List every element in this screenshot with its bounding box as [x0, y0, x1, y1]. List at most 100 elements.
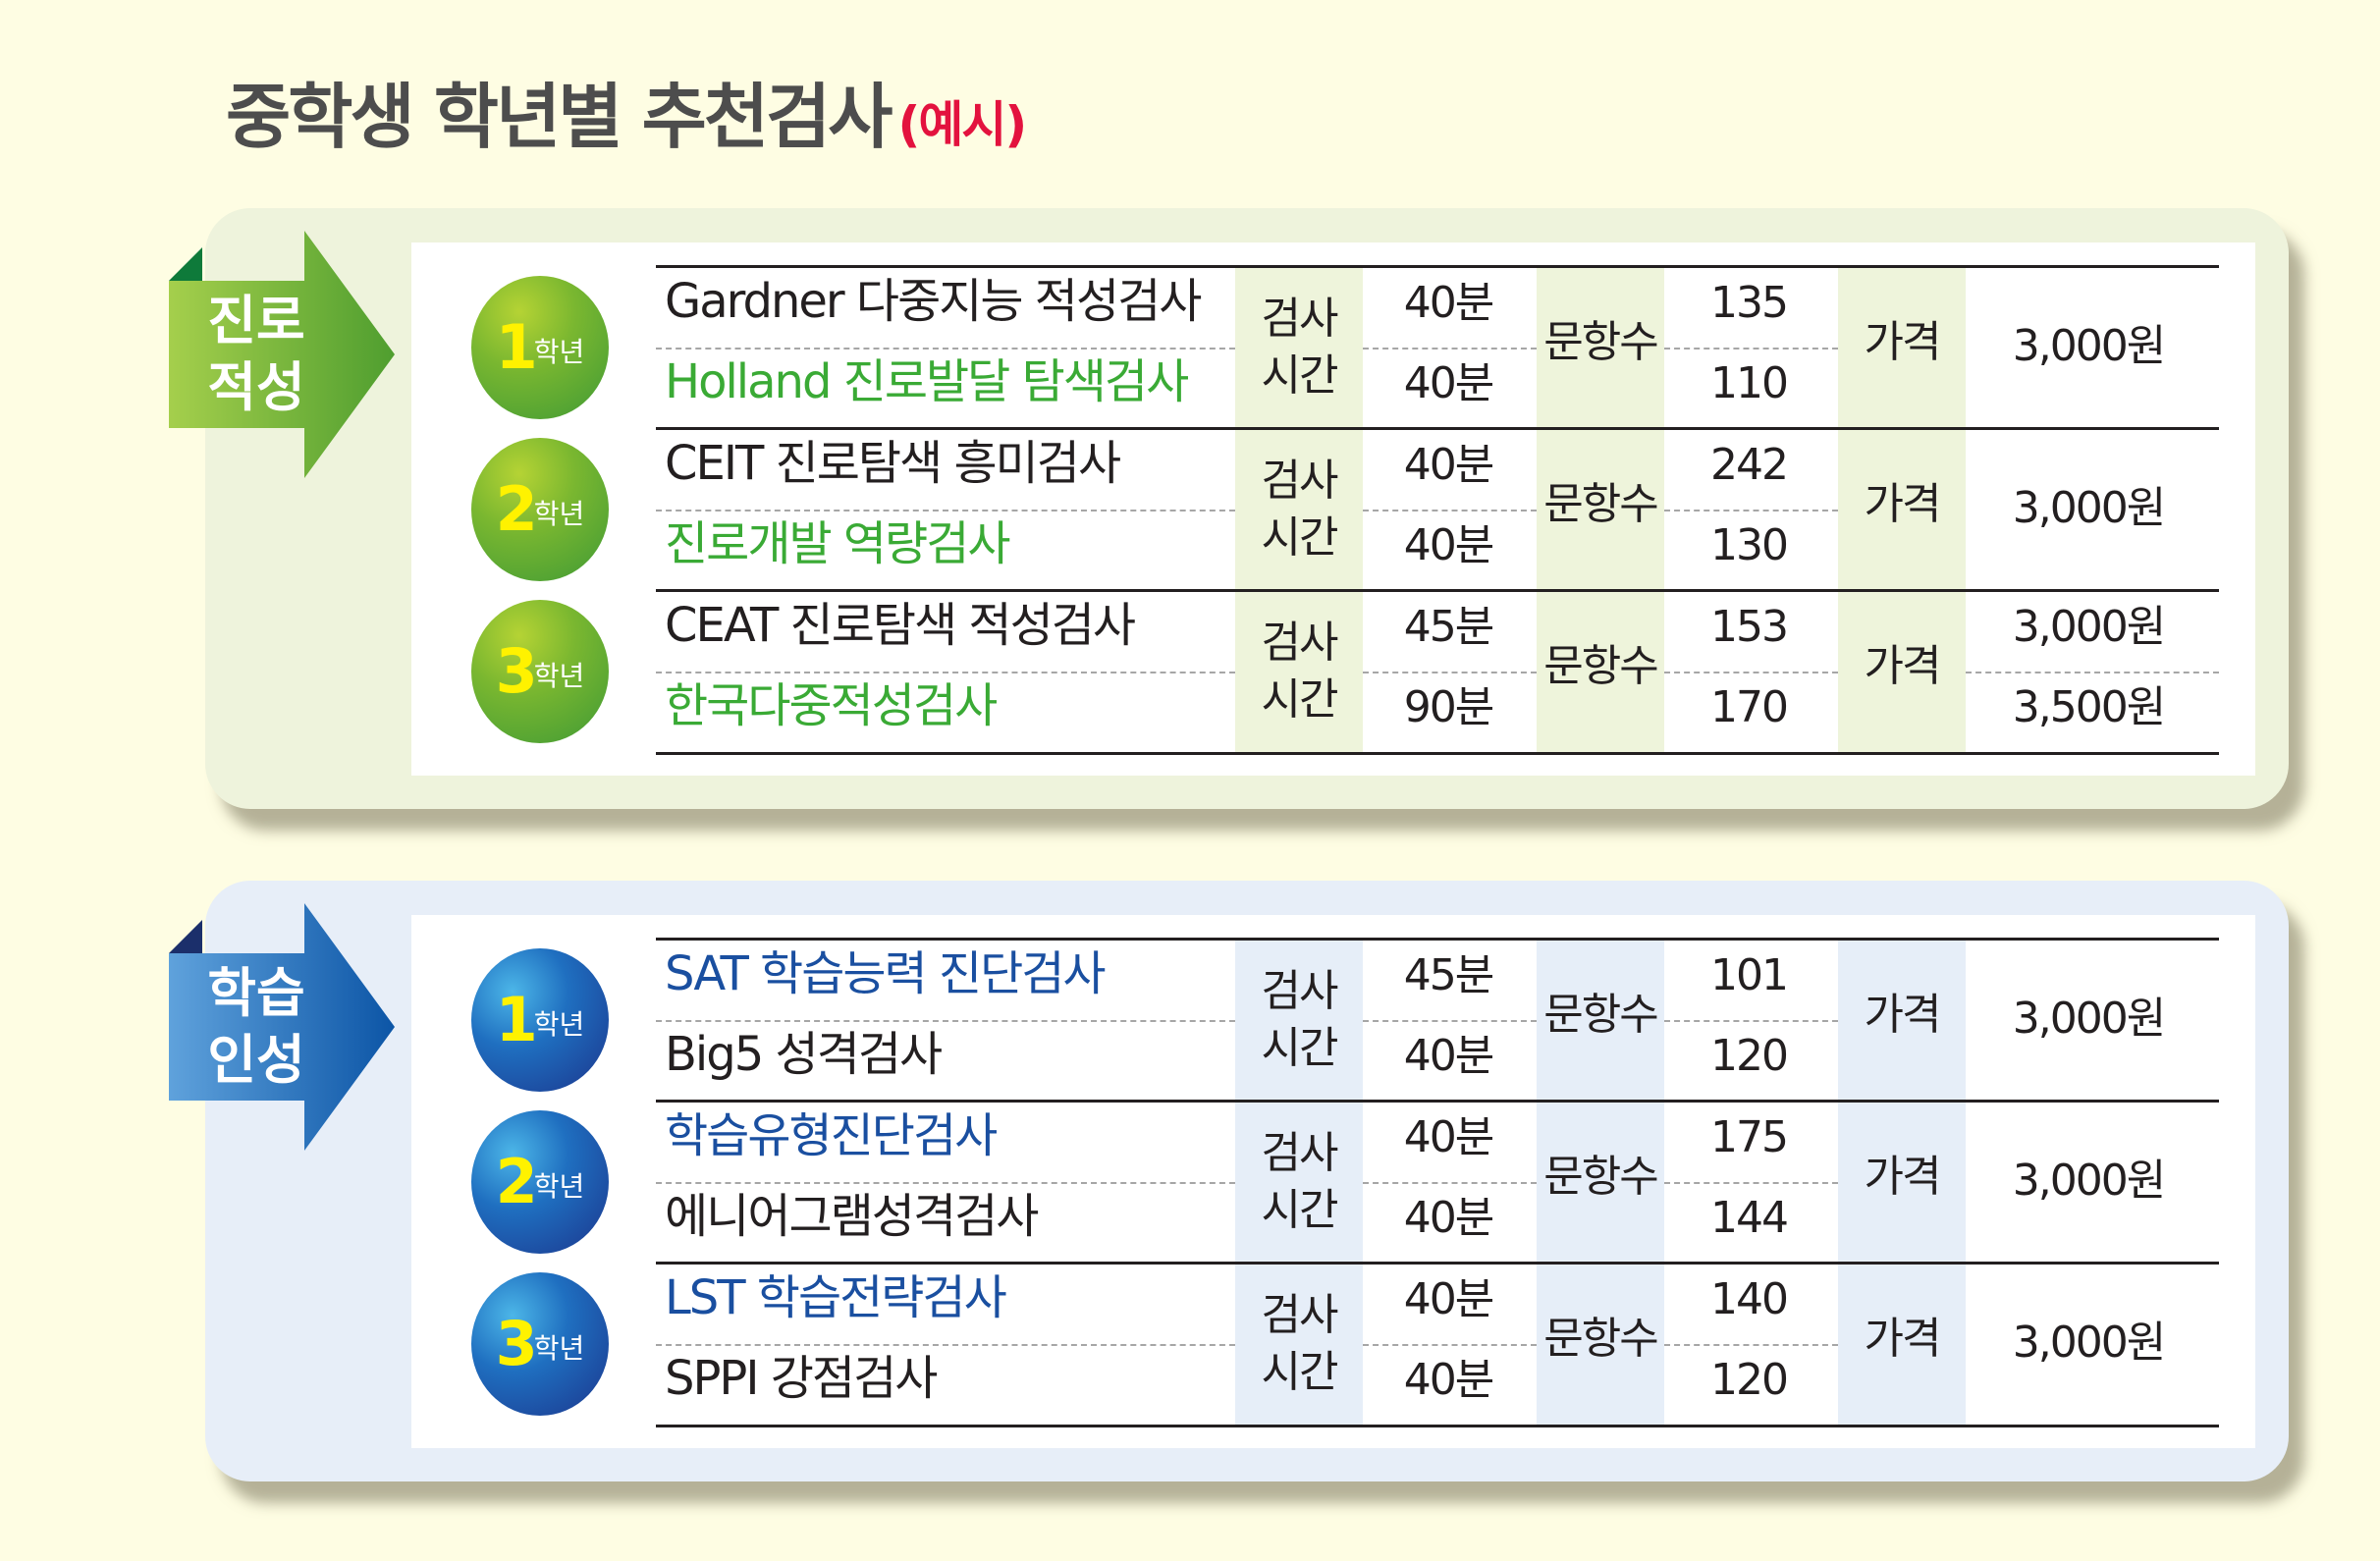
row-divider-dashed — [656, 347, 1235, 350]
row-divider-dashed — [656, 671, 1235, 673]
grade-badge: 2 학년 — [471, 437, 609, 581]
count-label-cell: 문항수 — [1537, 428, 1664, 590]
price-label: 가격 — [1864, 1151, 1942, 1202]
time-label-line1: 검사 — [1261, 455, 1339, 506]
time-label-line2: 시간 — [1261, 1184, 1339, 1235]
time-label-line2: 시간 — [1261, 1022, 1339, 1073]
arrow-icon — [169, 231, 395, 478]
test-time: 90분 — [1403, 682, 1494, 732]
test-time: 40분 — [1403, 440, 1494, 490]
count-label-cell: 문항수 — [1537, 1263, 1664, 1425]
price-label: 가격 — [1864, 478, 1942, 529]
time-label-line1: 검사 — [1261, 293, 1339, 344]
price-value: 3,000원 — [2012, 1318, 2166, 1368]
row-divider — [656, 752, 2219, 755]
test-time: 40분 — [1403, 520, 1494, 570]
count-label: 문항수 — [1543, 989, 1658, 1040]
row-divider-dashed — [1363, 347, 1537, 350]
question-count: 120 — [1710, 1355, 1789, 1405]
section-panel-blue: 학습 인성 1 학년 검사 시간 문항수 가격 SAT 학습능력 진단검사 45분 101 Big5 … — [169, 881, 2289, 1481]
count-label-cell: 문항수 — [1537, 590, 1664, 752]
question-count: 135 — [1710, 278, 1789, 328]
section-panel-green: 진로 적성 1 학년 검사 시간 문항수 가격 Gardner 다중지능 적성검사 40분 135 H… — [169, 208, 2289, 809]
row-divider-dashed — [656, 1343, 1235, 1346]
test-name: Holland 진로발달 탐색검사 — [665, 354, 1189, 409]
test-name: 한국다중적성검사 — [665, 678, 998, 733]
section-label: 학습 인성 — [183, 960, 330, 1094]
title-sub: (예시) — [897, 96, 1028, 153]
question-count: 153 — [1710, 602, 1789, 652]
row-divider-dashed — [1363, 1343, 1537, 1346]
test-name: Big5 성격검사 — [665, 1027, 943, 1082]
time-label-line1: 검사 — [1261, 1127, 1339, 1178]
row-divider — [656, 427, 2219, 430]
time-label-line2: 시간 — [1261, 673, 1339, 725]
row-divider-dashed — [1664, 1343, 1838, 1346]
grade-unit: 학년 — [533, 659, 585, 692]
price-label-cell: 가격 — [1838, 1263, 1966, 1425]
row-divider-dashed — [1664, 509, 1838, 511]
test-time: 40분 — [1403, 358, 1494, 408]
price-value: 3,000원 — [2012, 1156, 2166, 1206]
row-divider — [656, 265, 2219, 268]
arrow-icon — [169, 903, 395, 1151]
grade-unit: 학년 — [533, 335, 585, 368]
section-arrow: 진로 적성 — [169, 231, 395, 478]
grade-badge: 1 학년 — [471, 275, 609, 419]
grade-badge: 1 학년 — [471, 947, 609, 1092]
count-label: 문항수 — [1543, 316, 1658, 367]
price-value: 3,000원 — [2012, 483, 2166, 533]
question-count: 120 — [1710, 1031, 1789, 1081]
test-time: 40분 — [1403, 1274, 1494, 1324]
section-arrow: 학습 인성 — [169, 903, 395, 1151]
test-time: 40분 — [1403, 1355, 1494, 1405]
test-time: 40분 — [1403, 1031, 1494, 1081]
row-divider — [656, 589, 2219, 592]
test-name: Gardner 다중지능 적성검사 — [665, 274, 1202, 329]
row-divider-dashed — [1664, 671, 1838, 673]
question-count: 140 — [1710, 1274, 1789, 1324]
grade-number: 1 — [495, 311, 538, 383]
test-name: SPPI 강점검사 — [665, 1351, 938, 1406]
grade-unit: 학년 — [533, 1331, 585, 1365]
grade-number: 1 — [495, 984, 538, 1055]
row-divider — [656, 1262, 2219, 1265]
price-label: 가격 — [1864, 316, 1942, 367]
price-label: 가격 — [1864, 640, 1942, 691]
time-label-line1: 검사 — [1261, 965, 1339, 1016]
test-time: 40분 — [1403, 278, 1494, 328]
time-label: 검사 시간 — [1235, 291, 1363, 404]
row-divider-dashed — [1664, 347, 1838, 350]
grade-unit: 학년 — [533, 497, 585, 530]
row-divider — [656, 938, 2219, 941]
count-label: 문항수 — [1543, 478, 1658, 529]
time-label-cell: 검사 시간 — [1235, 1263, 1363, 1425]
row-divider — [656, 1100, 2219, 1103]
test-name: CEIT 진로탐색 흥미검사 — [665, 436, 1121, 491]
time-label: 검사 시간 — [1235, 453, 1363, 566]
test-time: 45분 — [1403, 602, 1494, 652]
test-name: 진로개발 역량검사 — [665, 516, 1011, 571]
section-label: 진로 적성 — [183, 288, 330, 421]
section-label-line2: 적성 — [207, 356, 305, 418]
question-count: 101 — [1710, 950, 1789, 1000]
grade-number: 2 — [495, 473, 538, 545]
count-label: 문항수 — [1543, 1313, 1658, 1364]
test-time: 40분 — [1403, 1193, 1494, 1243]
price-label: 가격 — [1864, 1313, 1942, 1364]
time-label-cell: 검사 시간 — [1235, 428, 1363, 590]
price-label-cell: 가격 — [1838, 939, 1966, 1101]
time-label: 검사 시간 — [1235, 1287, 1363, 1401]
row-divider-dashed — [1363, 1019, 1537, 1022]
grade-unit: 학년 — [533, 1007, 585, 1041]
row-divider-dashed — [1363, 671, 1537, 673]
grade-number: 2 — [495, 1146, 538, 1217]
test-name: CEAT 진로탐색 적성검사 — [665, 598, 1136, 653]
section-label-line2: 인성 — [207, 1029, 305, 1091]
time-label-cell: 검사 시간 — [1235, 266, 1363, 428]
grade-badge: 3 학년 — [471, 599, 609, 743]
price-value: 3,000원 — [2012, 321, 2166, 371]
row-divider-dashed — [656, 1181, 1235, 1184]
